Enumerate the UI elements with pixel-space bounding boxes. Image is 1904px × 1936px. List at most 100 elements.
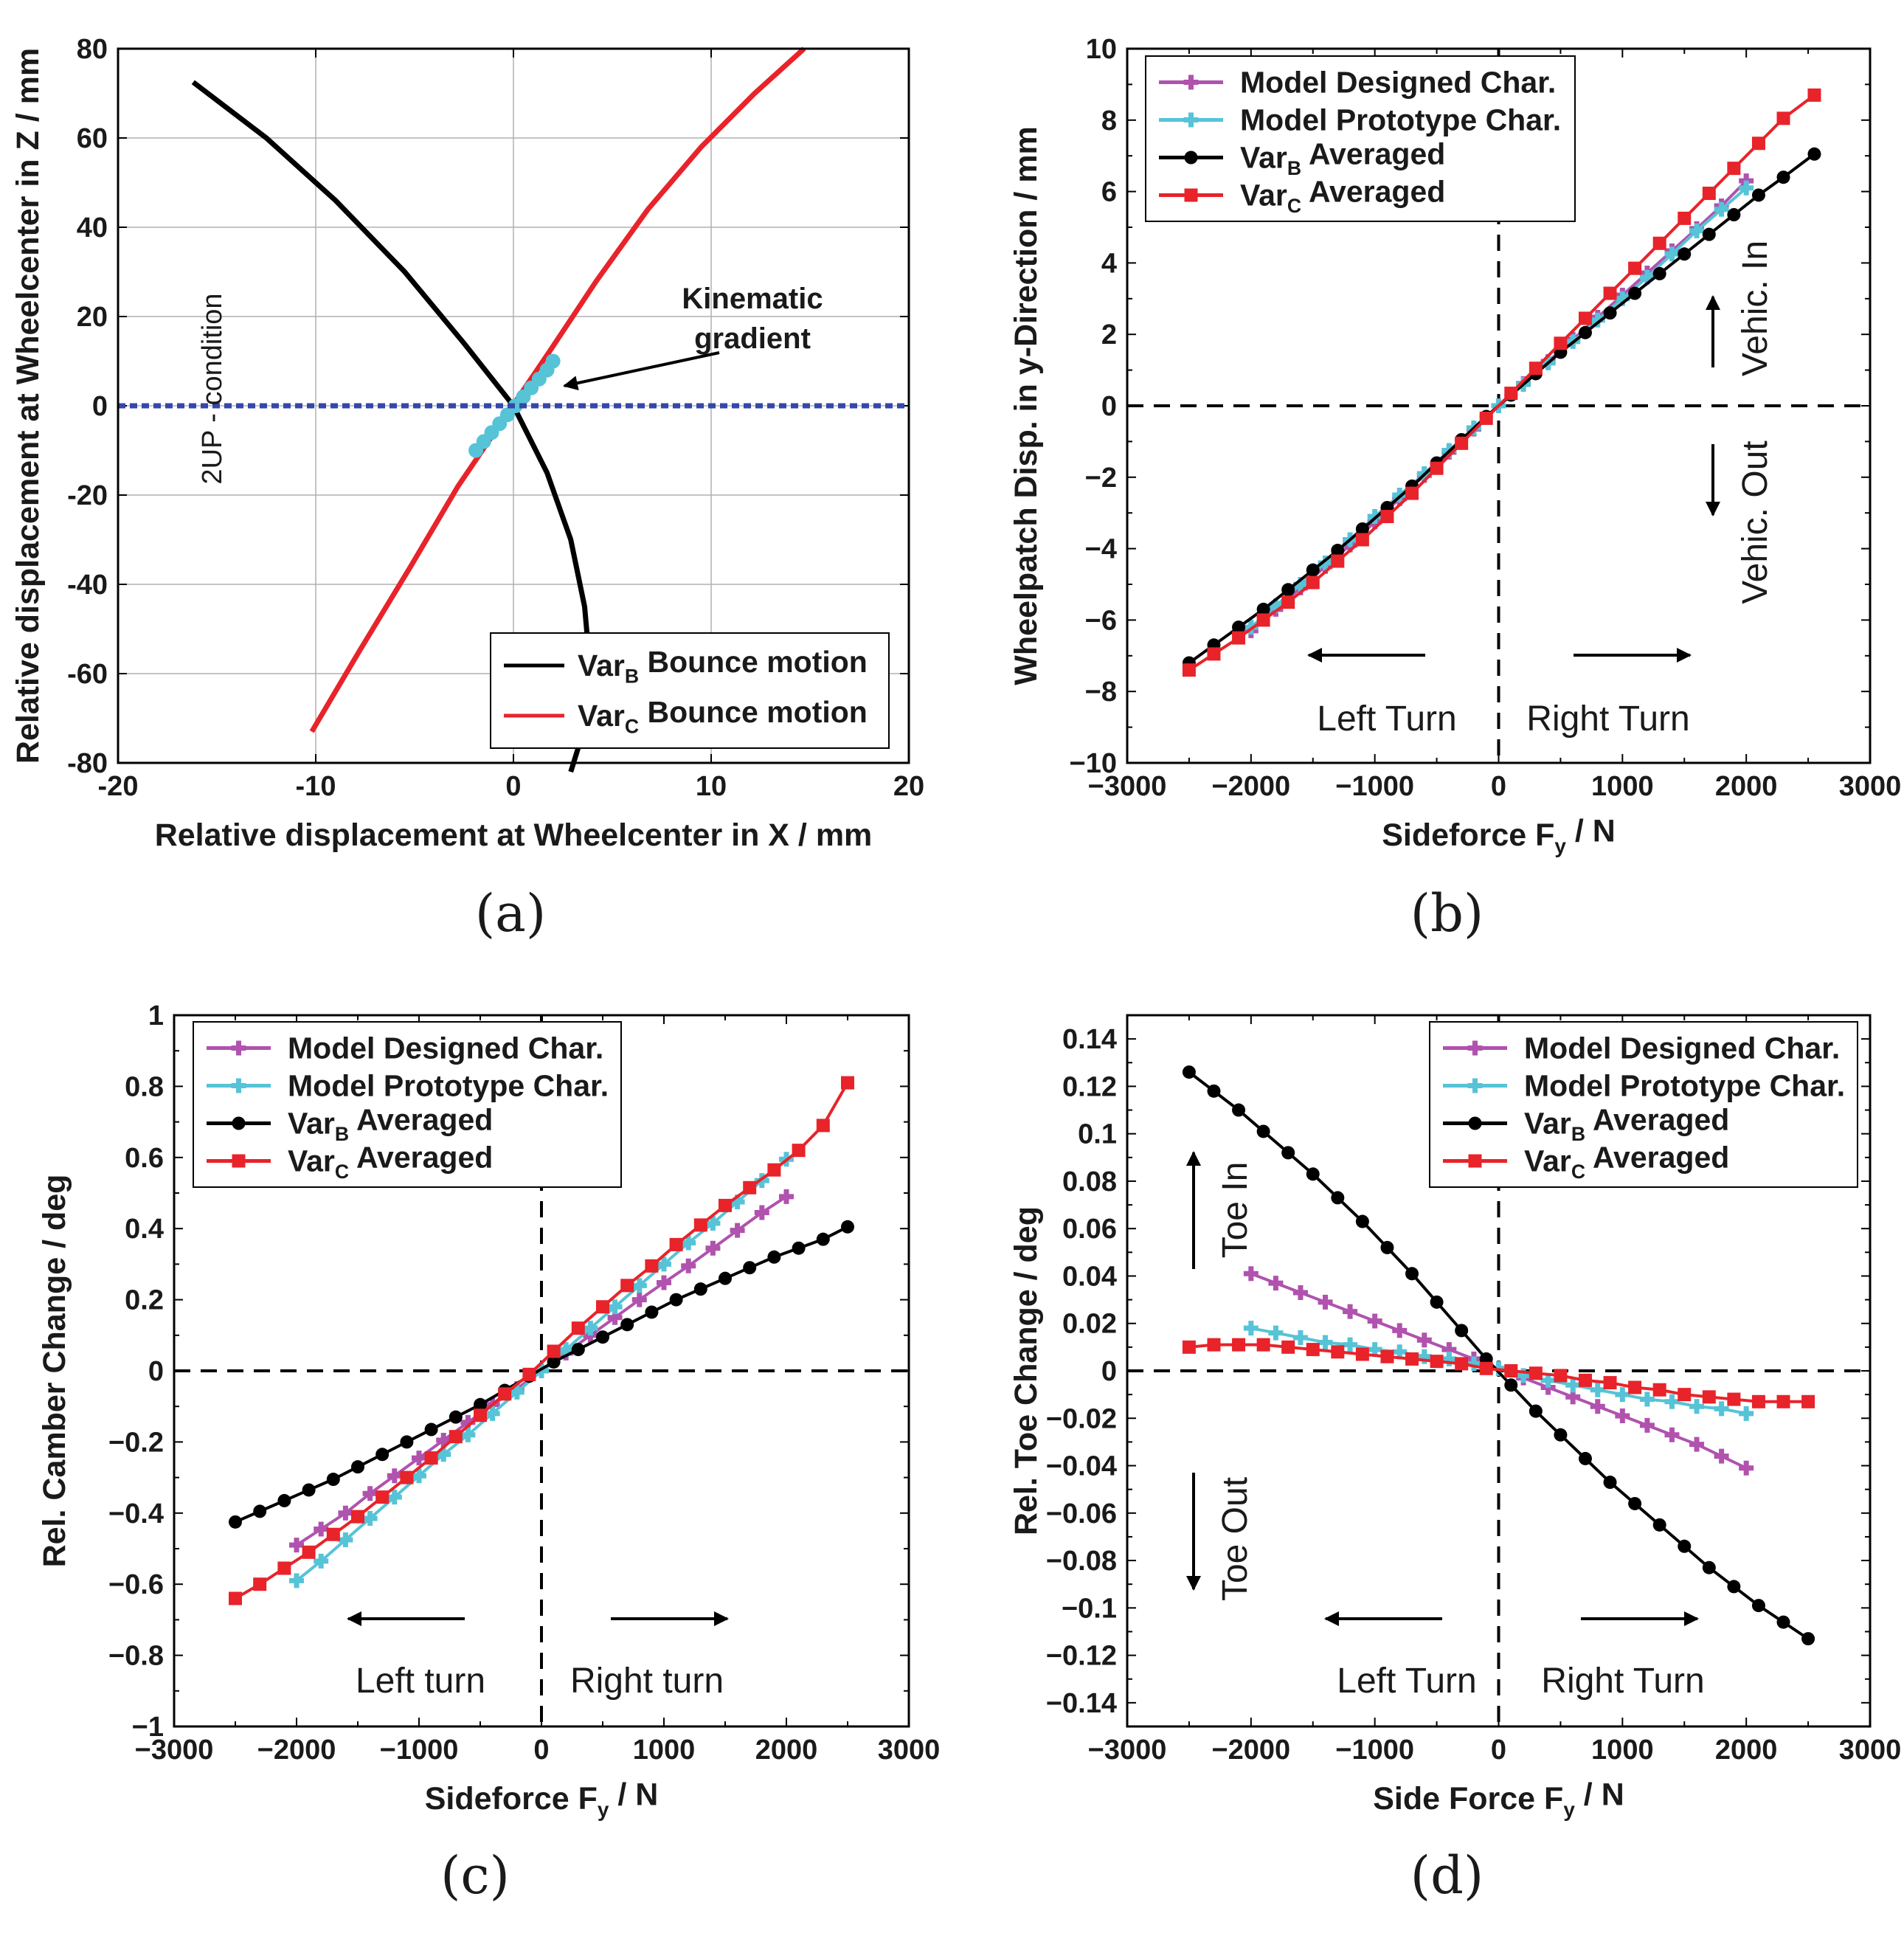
data-point	[1182, 1340, 1196, 1354]
data-point	[449, 1410, 463, 1424]
x-tick-label: −3000	[135, 1735, 214, 1766]
legend-label-2: VarB Averaged	[1240, 136, 1445, 179]
data-point	[620, 1318, 634, 1332]
y-tick-label: 0.12	[1062, 1071, 1117, 1102]
data-point	[1405, 486, 1419, 500]
data-point	[1292, 1285, 1308, 1300]
data-point	[743, 1261, 757, 1275]
data-point	[412, 1451, 426, 1466]
legend-label-3-sub: C	[1287, 195, 1301, 217]
data-point	[1232, 631, 1246, 645]
data-point	[571, 1343, 585, 1357]
data-point	[351, 1460, 364, 1474]
data-point	[1751, 188, 1765, 202]
label-vehic-in: Vehic. In	[1736, 241, 1775, 376]
series-2	[229, 1220, 854, 1529]
data-point	[1331, 1191, 1345, 1205]
data-point	[1678, 247, 1692, 261]
data-point	[1702, 1390, 1716, 1404]
data-point	[1702, 187, 1716, 201]
data-point	[681, 1235, 696, 1251]
legend-label-2-rest: Averaged	[349, 1102, 493, 1136]
data-point	[1355, 1214, 1369, 1228]
data-point	[1603, 306, 1617, 320]
data-point	[1776, 1615, 1790, 1629]
legend-label-1: Model Prototype Char.	[1524, 1069, 1845, 1103]
data-point	[705, 1240, 721, 1256]
label-vehic-out: Vehic. Out	[1736, 440, 1775, 604]
data-point	[277, 1493, 291, 1507]
data-point	[1243, 1321, 1259, 1336]
data-point	[693, 1218, 707, 1232]
data-point	[1306, 1167, 1320, 1181]
legend-label-0-rest: Bounce motion	[639, 645, 868, 679]
data-point	[607, 1299, 623, 1315]
legend-marker-1	[231, 1078, 246, 1093]
y-tick-label: −0.4	[108, 1498, 164, 1529]
data-point	[1306, 1343, 1320, 1357]
data-point	[1689, 1437, 1705, 1452]
data-point	[1739, 1460, 1754, 1476]
data-point	[1281, 583, 1295, 597]
annotation-arrow	[563, 351, 720, 391]
legend: Model Designed Char.Model Prototype Char…	[1145, 55, 1576, 222]
series-1	[1243, 1321, 1754, 1421]
data-point	[1430, 1355, 1444, 1369]
legend-marker-2	[1468, 1116, 1482, 1130]
data-point	[1232, 1338, 1246, 1352]
series-2	[1182, 147, 1821, 670]
data-point	[1603, 1376, 1617, 1390]
x-tick-label: 1000	[1591, 771, 1654, 802]
data-point	[362, 1511, 378, 1527]
data-point	[1652, 1518, 1666, 1532]
x-tick-label: −3000	[1088, 1735, 1167, 1766]
data-point	[583, 1321, 598, 1336]
data-point	[1268, 1276, 1284, 1291]
data-point	[1554, 336, 1568, 350]
x-tick-label: 2000	[1715, 771, 1778, 802]
data-point	[229, 1591, 242, 1605]
data-point	[1367, 1313, 1382, 1329]
data-point	[1590, 1382, 1605, 1397]
data-point	[1479, 411, 1493, 425]
data-point	[841, 1220, 854, 1234]
data-point	[1807, 88, 1821, 102]
data-point	[1776, 170, 1790, 184]
data-point	[424, 1422, 438, 1437]
x-axis-label: Side Force Fy / N	[1373, 1777, 1624, 1821]
y-axis-label: Wheelpatch Disp. in y-Direction / mm	[1008, 126, 1044, 685]
data-point	[1678, 1539, 1692, 1553]
y-tick-label: −0.08	[1046, 1546, 1117, 1577]
legend-label-3: VarC Averaged	[1524, 1140, 1729, 1182]
plot-frame	[1126, 47, 1872, 764]
y-tick-label: −0.06	[1046, 1498, 1117, 1529]
x-axis-label-main: Sideforce F	[1382, 817, 1554, 853]
x-tick-label: 2000	[755, 1735, 818, 1766]
x-tick-label: 3000	[1839, 771, 1902, 802]
series-line	[309, 46, 806, 733]
panel-label: (c)	[440, 1845, 510, 1906]
y-tick-label: −6	[1085, 605, 1117, 636]
legend-label-0: Model Designed Char.	[1524, 1031, 1840, 1065]
x-tick-label: 3000	[878, 1735, 941, 1766]
data-point	[362, 1486, 378, 1501]
legend-marker-0	[1467, 1040, 1483, 1056]
panel-label: (a)	[475, 883, 546, 944]
legend-label-2-main: Var	[1240, 141, 1287, 175]
data-point	[1529, 362, 1543, 376]
y-tick-label: −0.6	[108, 1569, 164, 1600]
y-tick-label: −0.8	[108, 1641, 164, 1672]
plot-frame	[117, 47, 910, 764]
data-point	[314, 1553, 329, 1569]
data-point	[1590, 1399, 1605, 1414]
data-point	[1554, 1369, 1568, 1383]
y-axis-label: Rel. Camber Change / deg	[37, 1175, 72, 1568]
data-point	[545, 353, 561, 369]
y-tick-label: 0.4	[125, 1214, 164, 1245]
x-tick-label: 0	[505, 771, 521, 802]
legend-label-3-sub: C	[335, 1161, 349, 1183]
y-tick-label: −0.1	[1062, 1593, 1117, 1624]
legend-label-3-sub: C	[1571, 1161, 1585, 1183]
legend-label-0: Model Designed Char.	[1240, 66, 1556, 100]
